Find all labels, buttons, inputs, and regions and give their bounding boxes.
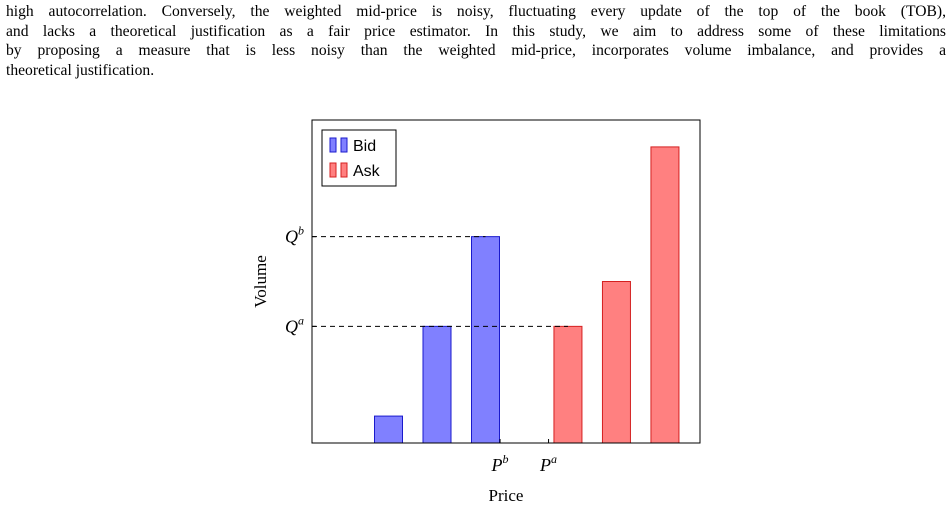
y-axis-label: Volume: [251, 255, 270, 308]
bid-bar: [471, 236, 500, 444]
legend-label-ask: Ask: [353, 163, 381, 180]
legend-swatch-ask: [340, 162, 348, 178]
paragraph-line-2: and lacks a theoretical justification as…: [6, 22, 946, 40]
paper-paragraph: high autocorrelation. Conversely, the we…: [6, 2, 946, 80]
x-axis-label: Price: [489, 486, 524, 505]
legend-swatch-bid: [340, 137, 348, 153]
ask-bar: [553, 325, 583, 444]
bars-layer: [374, 146, 680, 444]
ask-bar: [601, 281, 631, 444]
y-tick-label-b: Qb: [285, 224, 304, 247]
y-tick-label-a: Qa: [285, 313, 304, 336]
reference-lines-layer: [312, 236, 568, 327]
plot-frame: [311, 119, 701, 444]
legend: Bid Ask: [321, 129, 397, 187]
x-tick-label-a: Pa: [539, 452, 557, 475]
bid-bar: [422, 325, 452, 444]
ticks-layer: Qb Qa Pb Pa: [285, 224, 557, 475]
bid-bar: [374, 415, 403, 444]
x-tick-label-b: Pb: [491, 452, 509, 475]
paragraph-line-3: by proposing a measure that is less nois…: [6, 42, 946, 60]
paragraph-line-4: theoretical justification.: [6, 61, 155, 79]
legend-label-bid: Bid: [353, 138, 376, 155]
legend-swatch-ask: [329, 162, 337, 178]
ask-bar: [650, 146, 680, 444]
paragraph-line-1: high autocorrelation. Conversely, the we…: [6, 3, 946, 20]
legend-swatch-bid: [329, 137, 337, 153]
